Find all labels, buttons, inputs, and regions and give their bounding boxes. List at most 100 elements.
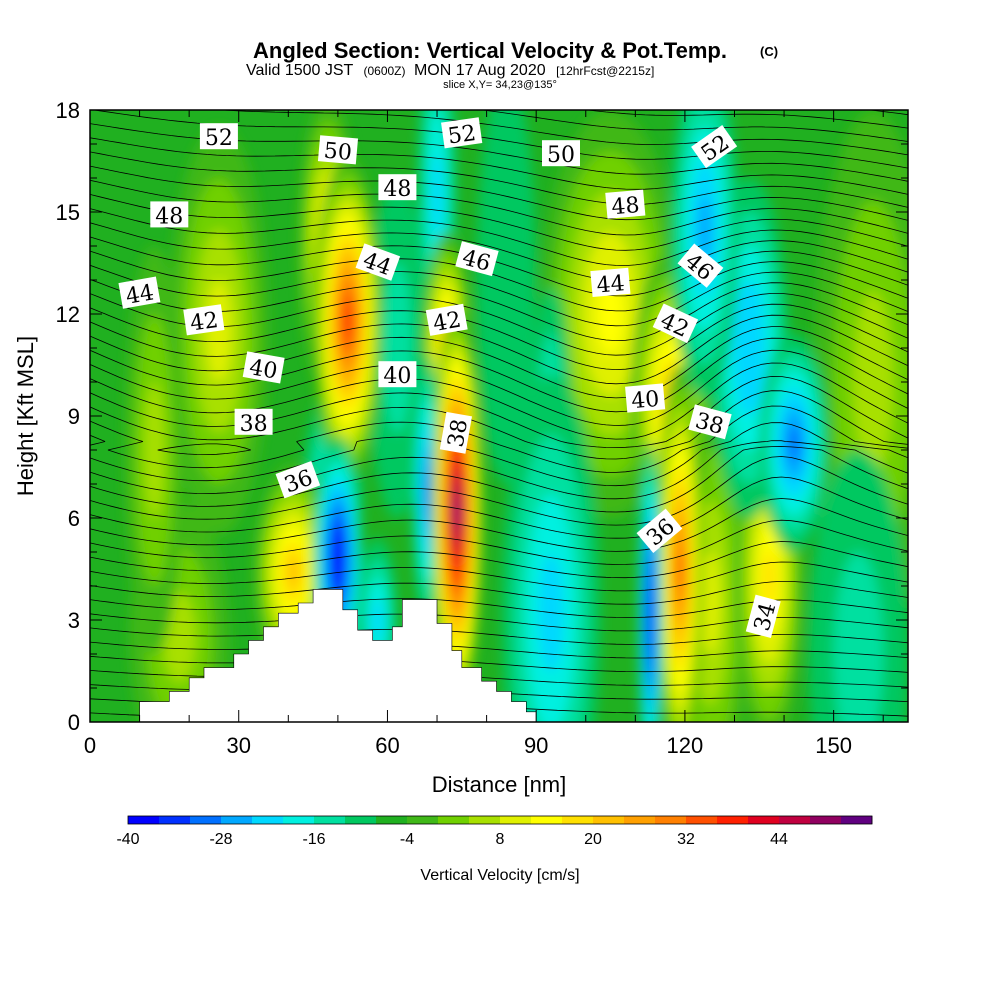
colorbar-swatch <box>407 816 439 824</box>
colorbar-swatch <box>283 816 315 824</box>
contour-label-box <box>636 508 683 554</box>
contour-label-text: 50 <box>547 143 575 168</box>
velocity-band <box>372 599 383 641</box>
contour-label: 48 <box>150 201 189 229</box>
isentrope <box>90 165 908 221</box>
y-tick-label: 9 <box>68 404 80 429</box>
velocity-band <box>538 553 564 673</box>
colorbar-swatch <box>531 816 563 824</box>
colorbar-swatch <box>252 816 284 824</box>
colorbar-swatch <box>624 816 656 824</box>
y-tick-label: 3 <box>68 608 80 633</box>
x-axis-label: Distance [nm] <box>432 772 567 797</box>
colorbar-swatch <box>345 816 377 824</box>
terrain-mask <box>90 589 908 722</box>
velocity-cell <box>501 375 601 722</box>
contour-label-box <box>455 241 499 277</box>
velocity-band <box>432 152 443 238</box>
colorbar-tick-label: 20 <box>584 831 602 848</box>
contour-label-text: 38 <box>240 412 268 437</box>
colorbar-swatch <box>376 816 408 824</box>
contour-label-box <box>590 267 631 298</box>
velocity-band <box>833 552 884 722</box>
contour-label: 48 <box>605 189 646 220</box>
contour-label-box <box>425 303 468 336</box>
contour-label-box <box>275 460 321 499</box>
velocity-band <box>788 425 800 462</box>
contour-label-text: 52 <box>446 121 477 150</box>
axis-ticks <box>89 109 908 723</box>
velocity-band <box>648 594 652 633</box>
contour-label: 40 <box>242 351 285 385</box>
contour-label-box <box>439 411 473 454</box>
contour-label-text: 40 <box>383 364 411 389</box>
colorbar-tick-label: -40 <box>116 831 139 848</box>
velocity-band <box>491 178 522 382</box>
contour-label-text: 42 <box>189 308 220 337</box>
isentrope <box>90 541 908 579</box>
velocity-cell <box>808 450 908 722</box>
x-tick-label: 90 <box>524 733 548 758</box>
contour-label-box <box>691 125 738 169</box>
contour-label-box <box>199 123 238 150</box>
colorbar-swatch <box>593 816 625 824</box>
contour-label-text: 48 <box>610 193 640 220</box>
contour-label-text: 38 <box>444 417 473 449</box>
x-tick-label: 120 <box>667 733 704 758</box>
contour-label-box <box>677 243 724 288</box>
colorbar-swatch <box>438 816 470 824</box>
contour-label-box <box>652 303 699 344</box>
isentrope <box>90 519 908 565</box>
colorbar-swatch <box>159 816 191 824</box>
contour-label-box <box>118 276 161 309</box>
chart-title: Angled Section: Vertical Velocity & Pot.… <box>253 38 727 63</box>
velocity-cell <box>759 334 829 552</box>
colorbar-swatch <box>779 816 811 824</box>
colorbar-swatch <box>190 816 222 824</box>
colorbar-swatch <box>717 816 749 824</box>
colorbar-tick-label: 44 <box>770 831 788 848</box>
y-tick-label: 6 <box>68 506 80 531</box>
colorbar-tick-label: 8 <box>496 831 505 848</box>
contour-label-box <box>378 174 417 201</box>
contour-label: 44 <box>118 276 161 310</box>
contour-label-box <box>317 135 359 165</box>
isentrope <box>90 581 908 605</box>
velocity-band <box>382 263 413 433</box>
velocity-band <box>455 497 459 525</box>
x-tick-label: 150 <box>815 733 852 758</box>
contour-label-text: 52 <box>205 126 233 151</box>
contour-label: 44 <box>590 267 631 299</box>
colorbar-swatch <box>748 816 780 824</box>
velocity-band <box>424 468 430 514</box>
velocity-band <box>741 314 758 382</box>
subtitle-valid: Valid 1500 JST <box>246 62 354 79</box>
colorbar-swatch <box>810 816 842 824</box>
velocity-band <box>699 552 720 654</box>
colorbar-tick-label: 32 <box>677 831 695 848</box>
colorbar-tick-labels: -40 -28 -16 -4 8 20 32 44 <box>116 831 788 848</box>
contour-label-text: 40 <box>630 387 660 414</box>
contour-label: 38 <box>439 411 473 454</box>
colorbar-swatch <box>221 816 253 824</box>
y-axis-label: Height [Kft MSL] <box>13 336 38 496</box>
contour-label: 52 <box>199 123 238 151</box>
x-tick-label: 0 <box>84 733 96 758</box>
colorbar-swatch <box>686 816 718 824</box>
colorbar-tick-label: -4 <box>400 831 414 848</box>
contour-label: 40 <box>378 361 417 389</box>
velocity-band <box>853 291 894 473</box>
contour-label-text: 42 <box>431 308 463 337</box>
contour-label-text: 48 <box>155 204 183 229</box>
subtitle-utc: (0600Z) <box>363 64 405 78</box>
contour-label: 42 <box>183 304 225 337</box>
subtitle-date: MON 17 Aug 2020 <box>414 62 546 79</box>
colorbar-swatch <box>562 816 594 824</box>
contour-label-text: 40 <box>247 355 279 384</box>
axis-tick-labels: 0 30 60 90 120 150 0 3 6 9 12 15 18 <box>56 98 852 758</box>
contour-label: 50 <box>542 140 580 168</box>
contour-label-box <box>183 304 225 336</box>
chart-subtitle: Valid 1500 JST (0600Z) MON 17 Aug 2020 [… <box>246 62 654 79</box>
velocity-band <box>144 382 165 518</box>
